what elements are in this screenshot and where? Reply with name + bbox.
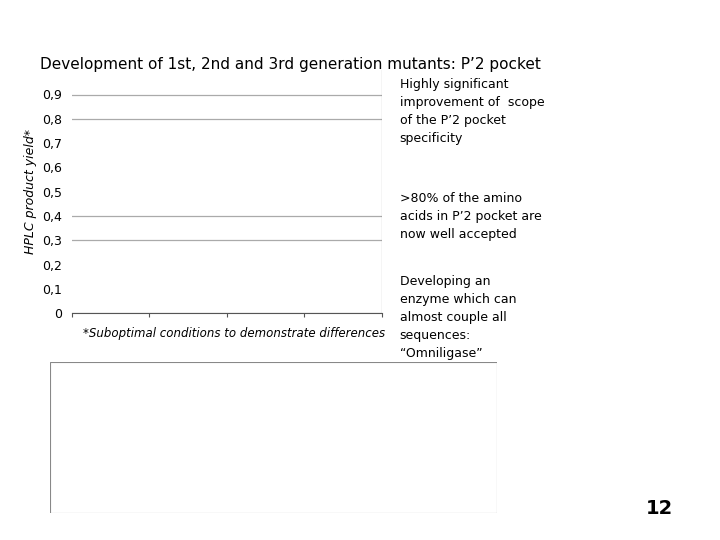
Text: >80% of the amino
acids in P’2 pocket are
now well accepted: >80% of the amino acids in P’2 pocket ar…	[400, 192, 541, 241]
Text: Peptiligase Specificity – P’2 pocket mutagenesis: Peptiligase Specificity – P’2 pocket mut…	[45, 15, 444, 33]
Text: *Suboptimal conditions to demonstrate differences: *Suboptimal conditions to demonstrate di…	[83, 327, 385, 340]
Text: Developing an
enzyme which can
almost couple all
sequences:
“Omniligase”: Developing an enzyme which can almost co…	[400, 275, 516, 360]
Text: Highly significant
improvement of  scope
of the P’2 pocket
specificity: Highly significant improvement of scope …	[400, 78, 544, 145]
Y-axis label: HPLC product yield*: HPLC product yield*	[24, 129, 37, 254]
Text: Development of 1st, 2nd and 3rd generation mutants: P’2 pocket: Development of 1st, 2nd and 3rd generati…	[40, 57, 541, 72]
Text: 12: 12	[646, 500, 673, 518]
